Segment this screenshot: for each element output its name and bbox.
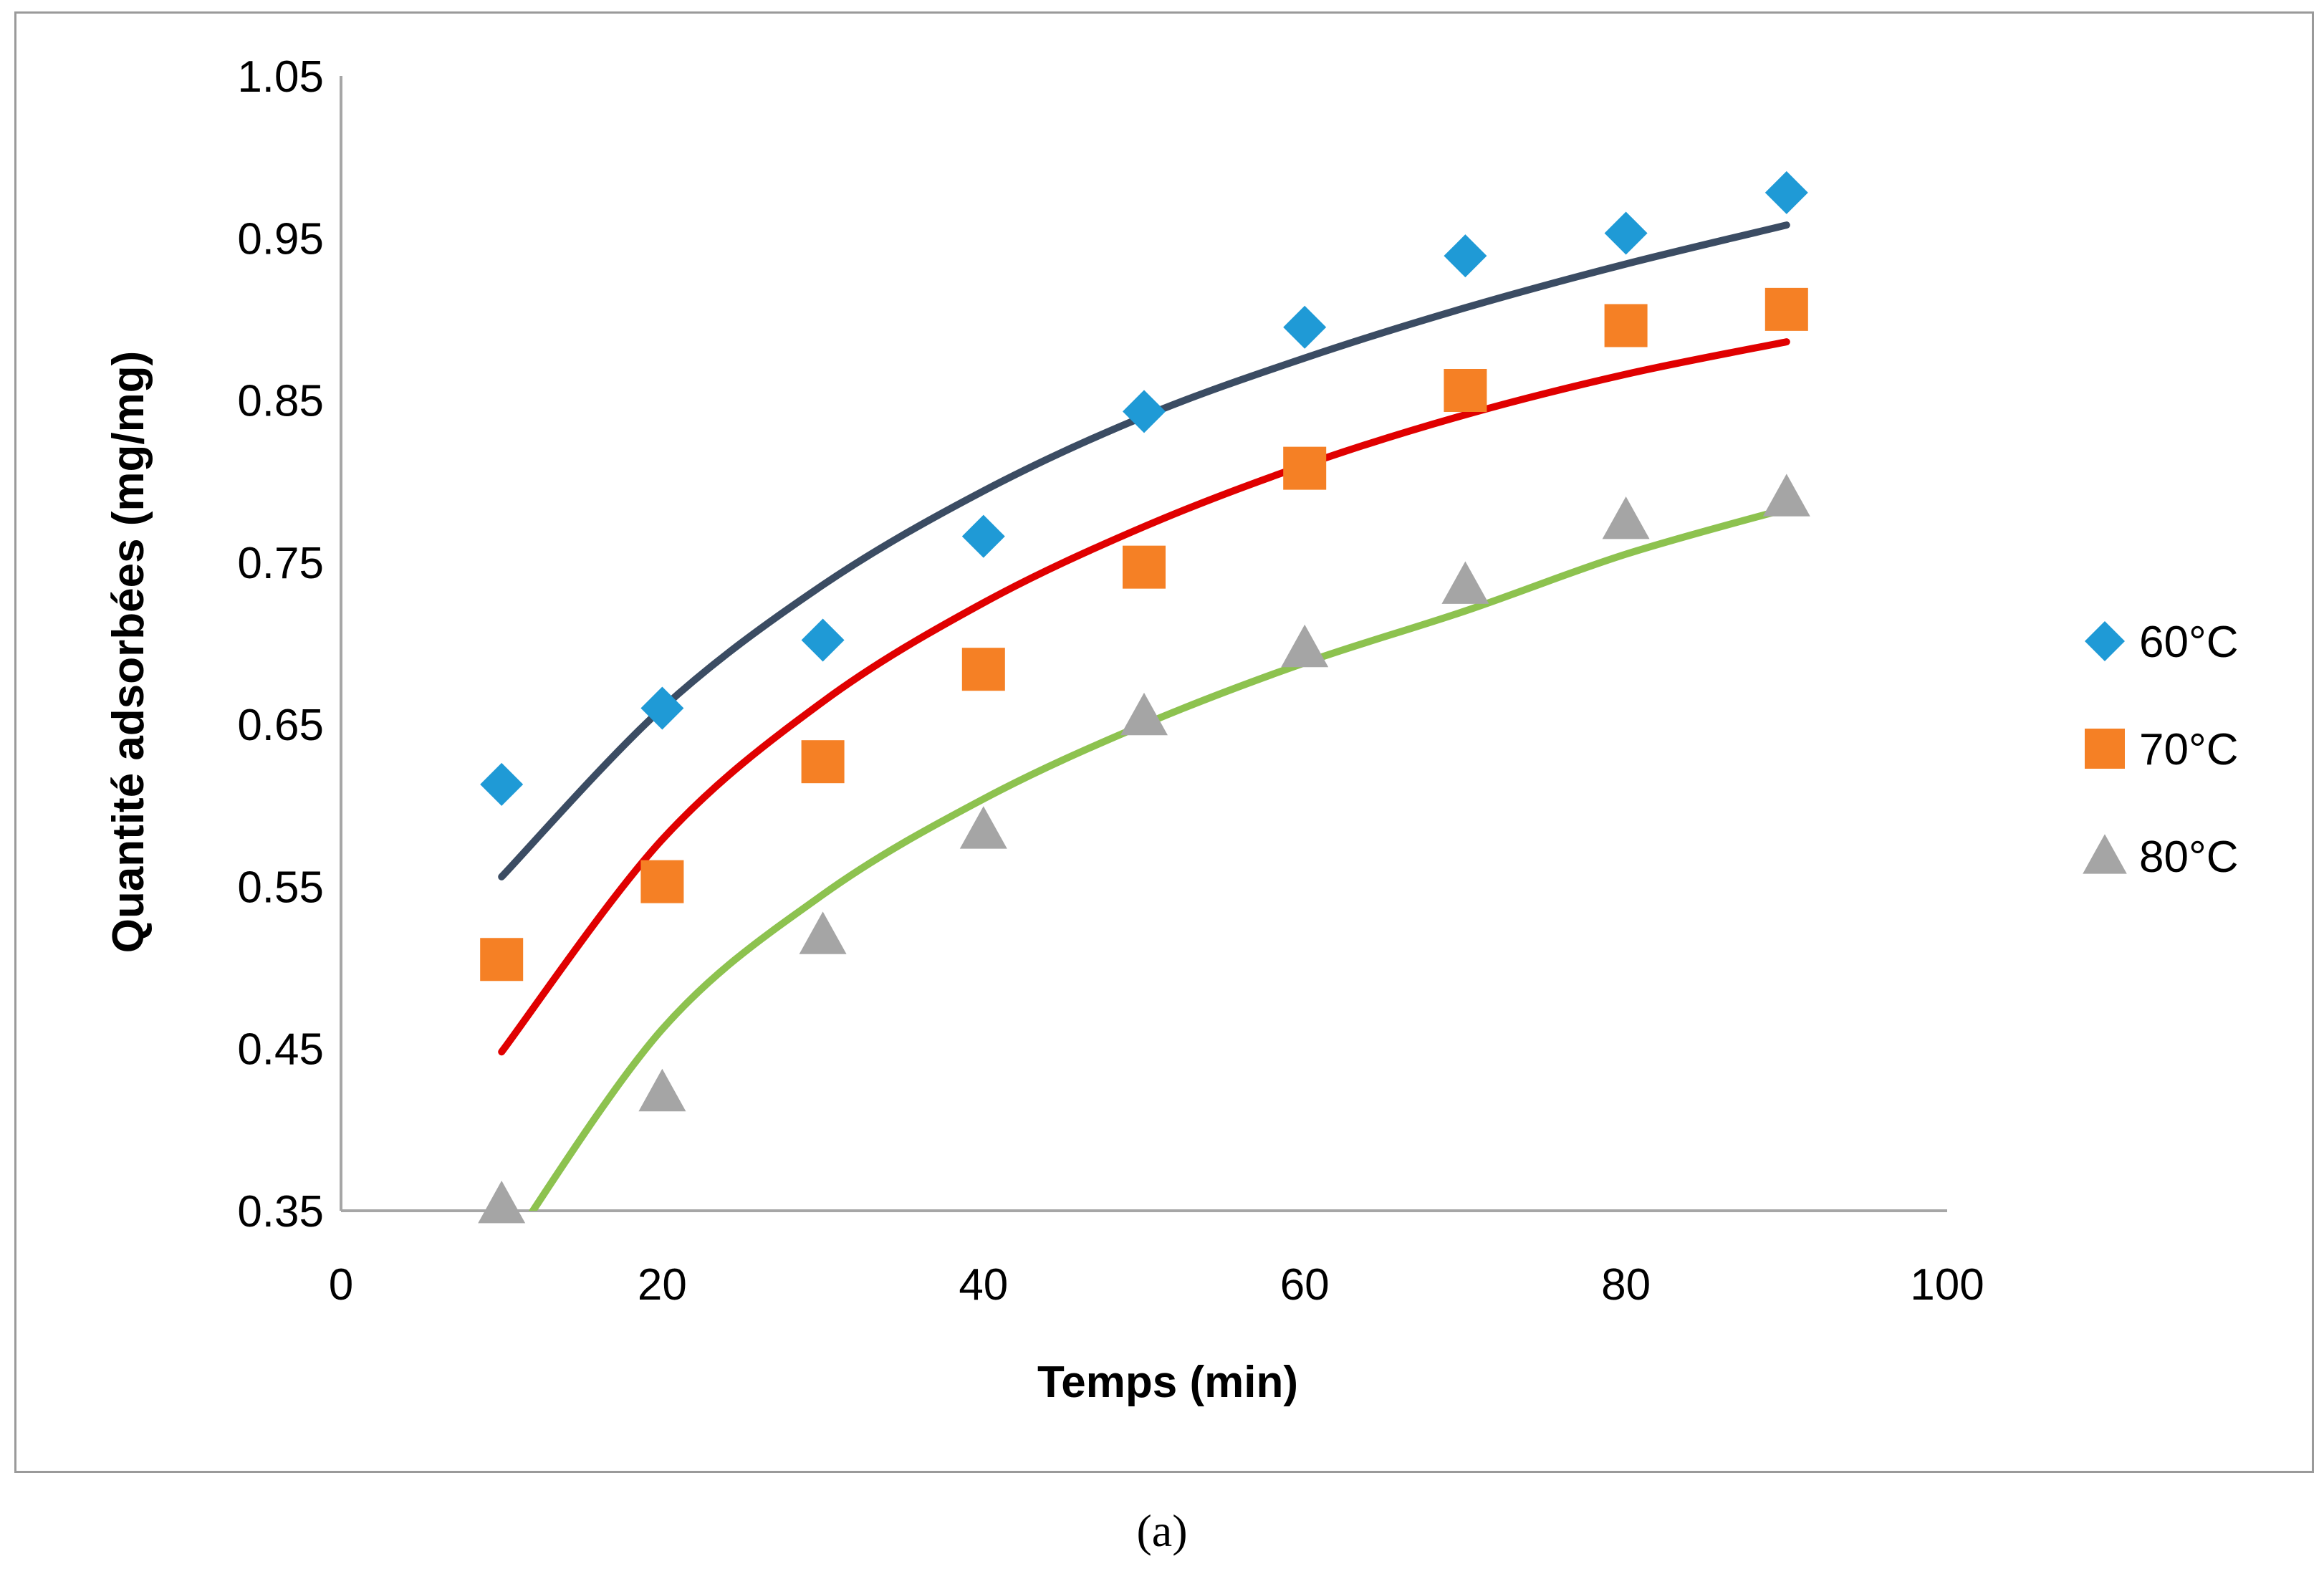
data-point <box>1602 496 1650 539</box>
trend-lines <box>498 221 1790 1211</box>
data-point <box>478 1180 526 1224</box>
chart-frame <box>14 11 2314 1473</box>
data-point <box>640 860 684 903</box>
data-point <box>1604 304 1648 347</box>
data-point <box>961 648 1005 691</box>
data-point <box>1120 692 1168 736</box>
data-point <box>1444 368 1487 412</box>
x-tick-label: 0 <box>329 1260 353 1310</box>
data-point <box>1281 624 1329 668</box>
x-tick-label: 20 <box>638 1260 687 1310</box>
data-point <box>1762 474 1810 517</box>
figure-caption: (a) <box>1136 1505 1188 1556</box>
y-tick-label: 0.95 <box>237 214 324 264</box>
y-tick-label: 0.45 <box>237 1025 324 1075</box>
y-tick-label: 0.65 <box>237 701 324 750</box>
data-point <box>799 911 847 954</box>
legend-marker <box>2085 729 2125 769</box>
x-tick-label: 100 <box>1910 1260 1984 1310</box>
legend-label: 80°C <box>2139 832 2239 882</box>
data-point <box>1604 211 1648 255</box>
axes: 0.35 0.45 0.55 0.65 0.75 0.85 0.95 1.05 0 20 40 60 8… <box>237 52 1984 1310</box>
trend-line-60C <box>498 221 1790 880</box>
data-point <box>1123 390 1166 433</box>
y-tick-label: 0.35 <box>237 1187 324 1237</box>
x-axis-title: Temps (min) <box>1037 1358 1298 1407</box>
data-point <box>1283 446 1327 490</box>
y-tick-label: 0.85 <box>237 377 324 426</box>
y-tick-label: 1.05 <box>237 52 324 102</box>
data-point <box>959 806 1007 849</box>
data-point <box>1444 234 1487 278</box>
legend: 60°C 70°C 80°C <box>2083 618 2239 882</box>
legend-marker <box>2085 621 2125 661</box>
legend-label: 60°C <box>2139 618 2239 667</box>
data-point <box>640 686 684 730</box>
x-tick-label: 80 <box>1601 1260 1651 1310</box>
trend-line-70C <box>498 338 1790 1056</box>
y-axis-title: Quantité adsorbées (mg/mg) <box>104 351 153 954</box>
data-point <box>961 514 1005 558</box>
data-point <box>1283 305 1327 349</box>
x-tick-label: 40 <box>959 1260 1008 1310</box>
data-point <box>1764 171 1808 214</box>
y-tick-label: 0.75 <box>237 539 324 588</box>
data-point <box>1441 561 1489 604</box>
x-tick-label: 60 <box>1280 1260 1330 1310</box>
data-point <box>638 1068 686 1112</box>
y-tick-label: 0.55 <box>237 863 324 912</box>
data-point <box>801 618 845 662</box>
data-point <box>480 762 524 806</box>
data-markers <box>478 171 1810 1224</box>
trend-line-80C <box>528 505 1790 1211</box>
legend-label: 70°C <box>2139 725 2239 774</box>
data-point <box>1764 287 1808 331</box>
data-point <box>801 740 845 784</box>
legend-marker <box>2083 834 2127 874</box>
data-point <box>1123 545 1166 589</box>
data-point <box>480 938 524 982</box>
